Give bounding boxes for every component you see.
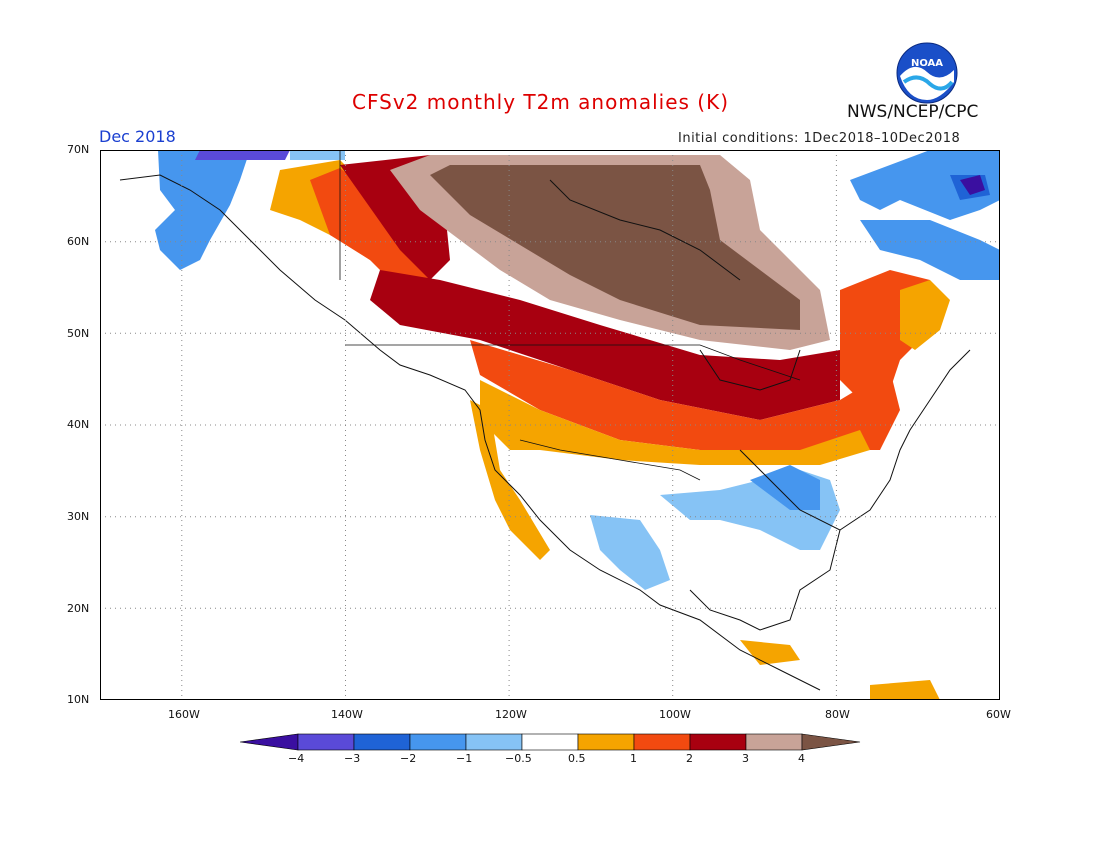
colorbar-label-3: 3	[742, 752, 749, 765]
colorbar-bin-gt-4	[801, 733, 861, 751]
lon-label-140w: 140W	[331, 708, 363, 721]
anomaly-map-canvas	[100, 150, 1000, 700]
svg-text:NOAA: NOAA	[911, 58, 943, 69]
colorbar-label-1: 1	[630, 752, 637, 765]
colorbar-bin-lt-neg4	[239, 733, 299, 751]
colorbar-bin-3-4	[745, 733, 803, 751]
colorbar-bin-neg2-neg1	[409, 733, 467, 751]
anomaly-map	[100, 150, 1000, 704]
colorbar-bin-2-3	[689, 733, 747, 751]
colorbar-bin-neg4-neg3	[297, 733, 355, 751]
lon-label-100w: 100W	[659, 708, 691, 721]
colorbar-bin-neg1-neg05	[465, 733, 523, 751]
colorbar-bin-1-2	[633, 733, 691, 751]
colorbar-label-05: 0.5	[568, 752, 586, 765]
lat-label-60n: 60N	[67, 235, 90, 248]
lat-label-10n: 10N	[67, 693, 90, 706]
colorbar-label-neg3: −3	[344, 752, 361, 765]
colorbar-label-neg4: −4	[288, 752, 305, 765]
forecast-period: Dec 2018	[99, 127, 176, 146]
lat-label-40n: 40N	[67, 418, 90, 431]
agency-label: NWS/NCEP/CPC	[847, 102, 979, 122]
colorbar-label-2: 2	[686, 752, 693, 765]
colorbar	[239, 732, 862, 756]
lat-label-50n: 50N	[67, 327, 90, 340]
colorbar-bin-neg3-neg2	[353, 733, 411, 751]
colorbar-label-neg2: −2	[400, 752, 417, 765]
noaa-logo: NOAA	[896, 42, 958, 108]
lon-label-120w: 120W	[495, 708, 527, 721]
coastlines	[119, 174, 971, 691]
colorbar-label-neg05: −0.5	[505, 752, 532, 765]
lat-label-20n: 20N	[67, 602, 90, 615]
lat-label-30n: 30N	[67, 510, 90, 523]
colorbar-label-neg1: −1	[456, 752, 473, 765]
map-frame	[100, 150, 1000, 700]
colorbar-label-4: 4	[798, 752, 805, 765]
lon-label-160w: 160W	[168, 708, 200, 721]
colorbar-bin-neutral	[521, 733, 579, 751]
map-title: CFSv2 monthly T2m anomalies (K)	[352, 90, 729, 114]
colorbar-bin-05-1	[577, 733, 635, 751]
lon-label-60w: 60W	[986, 708, 1011, 721]
lon-label-80w: 80W	[825, 708, 850, 721]
lat-label-70n: 70N	[67, 143, 90, 156]
colorbar-bins	[239, 733, 861, 751]
initial-conditions: Initial conditions: 1Dec2018–10Dec2018	[678, 131, 961, 146]
graticule	[100, 150, 1000, 700]
borders	[339, 150, 801, 481]
